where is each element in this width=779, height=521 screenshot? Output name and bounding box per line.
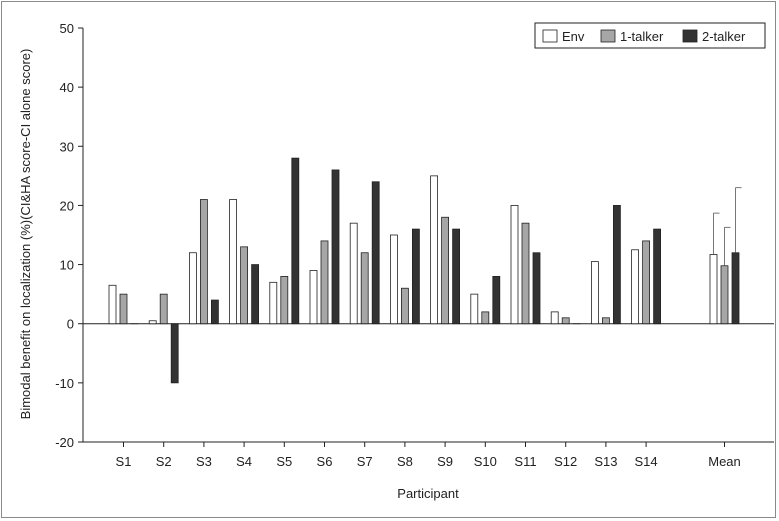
bar bbox=[291, 157, 300, 325]
legend-label: 1-talker bbox=[620, 29, 664, 44]
bar bbox=[550, 311, 559, 325]
bar bbox=[561, 317, 570, 325]
x-tick-label: S2 bbox=[156, 454, 172, 469]
bar bbox=[251, 264, 260, 325]
bar bbox=[159, 293, 168, 325]
bar bbox=[229, 199, 238, 325]
bar bbox=[470, 293, 479, 325]
bar bbox=[188, 252, 197, 325]
x-axis-label: Participant bbox=[397, 486, 459, 501]
bar bbox=[411, 228, 420, 325]
y-tick-label: -20 bbox=[55, 435, 74, 450]
bar bbox=[613, 205, 621, 325]
x-tick-label: S13 bbox=[594, 454, 617, 469]
x-tick-label: S9 bbox=[437, 454, 453, 469]
bar bbox=[349, 222, 358, 325]
legend: Env 1-talker 2-talker bbox=[534, 22, 766, 49]
legend-swatch bbox=[542, 29, 558, 43]
x-tick-label: S10 bbox=[474, 454, 497, 469]
legend-box bbox=[534, 22, 766, 49]
bar bbox=[170, 323, 179, 384]
bar bbox=[360, 252, 369, 325]
bar bbox=[481, 311, 490, 325]
bar bbox=[199, 199, 208, 325]
y-axis-label: Bimodal benefit on localization (%)(CI&H… bbox=[18, 49, 33, 420]
plot-area: -20 -10 0 10 20 30 40 50 S1 S2 S3 S4 S5 S6 S7 S8 S9 S10 S1… bbox=[55, 21, 774, 469]
bar bbox=[642, 240, 650, 325]
bar bbox=[720, 265, 729, 325]
y-tick-label: 30 bbox=[60, 139, 74, 154]
y-tick-label: -10 bbox=[55, 376, 74, 391]
bar bbox=[210, 299, 219, 325]
bar bbox=[731, 252, 740, 325]
bar bbox=[371, 181, 380, 325]
y-tick-label: 50 bbox=[60, 21, 74, 36]
bar bbox=[452, 228, 461, 325]
x-tick-label: S14 bbox=[635, 454, 658, 469]
x-tick-label: S11 bbox=[514, 454, 536, 469]
legend-swatch bbox=[682, 29, 698, 43]
bar bbox=[653, 228, 661, 325]
x-tick-label: S12 bbox=[554, 454, 577, 469]
x-tick-label: Mean bbox=[708, 454, 741, 469]
bar bbox=[521, 222, 530, 325]
bar bbox=[108, 284, 117, 325]
bar bbox=[331, 169, 340, 325]
bar bbox=[119, 293, 128, 325]
bar bbox=[320, 240, 329, 325]
y-tick-label: 0 bbox=[67, 317, 74, 332]
x-tick-label: S4 bbox=[236, 454, 252, 469]
bar bbox=[280, 275, 289, 325]
bar bbox=[389, 234, 398, 325]
y-tick-label: 10 bbox=[60, 258, 74, 273]
legend-label: 2-talker bbox=[702, 29, 746, 44]
bar bbox=[591, 261, 599, 325]
bar bbox=[269, 281, 278, 325]
x-tick-label: S7 bbox=[357, 454, 373, 469]
bar bbox=[309, 270, 318, 325]
bar bbox=[240, 246, 249, 325]
x-tick-label: S1 bbox=[116, 454, 132, 469]
x-tick-label: S8 bbox=[397, 454, 413, 469]
bar bbox=[510, 205, 519, 325]
legend-swatch bbox=[600, 29, 616, 43]
bar bbox=[631, 249, 639, 325]
bar bbox=[709, 254, 718, 325]
x-tick-label: S5 bbox=[276, 454, 292, 469]
bar bbox=[532, 252, 541, 325]
y-tick-label: 20 bbox=[60, 198, 74, 213]
bar bbox=[148, 320, 157, 325]
y-tick-label: 40 bbox=[60, 80, 74, 95]
legend-label: Env bbox=[562, 29, 585, 44]
bar bbox=[441, 216, 450, 325]
bar bbox=[400, 287, 409, 325]
x-tick-label: S3 bbox=[196, 454, 212, 469]
bar bbox=[430, 175, 439, 325]
x-tick-label: S6 bbox=[317, 454, 333, 469]
bar bbox=[602, 317, 610, 325]
bar bbox=[492, 275, 501, 325]
